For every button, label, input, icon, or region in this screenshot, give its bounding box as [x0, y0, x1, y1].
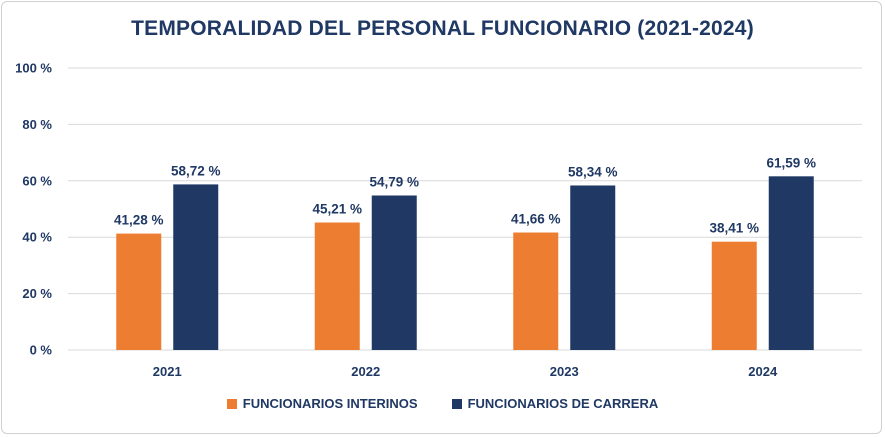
bar-carrera-2021 — [173, 184, 219, 350]
data-label-interinos-2023: 41,66 % — [511, 212, 561, 227]
y-tick-label: 0 % — [30, 343, 53, 358]
bar-carrera-2022 — [371, 195, 417, 350]
legend-label-interinos: FUNCIONARIOS INTERINOS — [242, 396, 418, 411]
y-tick-label: 100 % — [15, 61, 52, 76]
legend-item-interinos: FUNCIONARIOS INTERINOS — [226, 396, 418, 411]
data-label-interinos-2024: 38,41 % — [709, 221, 759, 236]
y-tick-label: 60 % — [22, 173, 52, 188]
y-tick-label: 80 % — [22, 117, 52, 132]
data-label-carrera-2024: 61,59 % — [766, 155, 816, 170]
y-tick-label: 40 % — [22, 230, 52, 245]
data-label-carrera-2022: 54,79 % — [369, 174, 419, 189]
x-axis-ticks: 2021 2022 2023 2024 — [153, 364, 778, 379]
chart-title: TEMPORALIDAD DEL PERSONAL FUNCIONARIO (2… — [131, 17, 754, 40]
legend-swatch-interinos — [226, 398, 237, 409]
bar-interinos-2021 — [116, 233, 162, 350]
data-labels: 41,28 % 58,72 % 45,21 % 54,79 % 41,66 % 58,34… — [114, 155, 816, 235]
legend-swatch-carrera — [451, 398, 462, 409]
data-label-interinos-2021: 41,28 % — [114, 213, 164, 228]
bar-interinos-2023 — [513, 232, 559, 350]
x-tick-label-2022: 2022 — [351, 364, 380, 379]
bar-interinos-2024 — [711, 241, 757, 350]
bars — [116, 176, 814, 350]
x-tick-label-2024: 2024 — [748, 364, 778, 379]
data-label-carrera-2023: 58,34 % — [568, 164, 618, 179]
x-tick-label-2021: 2021 — [153, 364, 182, 379]
legend-item-carrera: FUNCIONARIOS DE CARRERA — [451, 396, 659, 411]
x-tick-label-2023: 2023 — [550, 364, 579, 379]
data-label-carrera-2021: 58,72 % — [171, 163, 221, 178]
data-label-interinos-2022: 45,21 % — [312, 202, 362, 217]
bar-interinos-2022 — [314, 222, 360, 350]
bar-carrera-2023 — [570, 185, 616, 350]
y-tick-label: 20 % — [22, 286, 52, 301]
legend-label-carrera: FUNCIONARIOS DE CARRERA — [467, 396, 659, 411]
bar-carrera-2024 — [768, 176, 814, 350]
legend: FUNCIONARIOS INTERINOS FUNCIONARIOS DE C… — [0, 396, 885, 411]
y-axis-ticks: 0 % 20 % 40 % 60 % 80 % 100 % — [15, 61, 52, 358]
